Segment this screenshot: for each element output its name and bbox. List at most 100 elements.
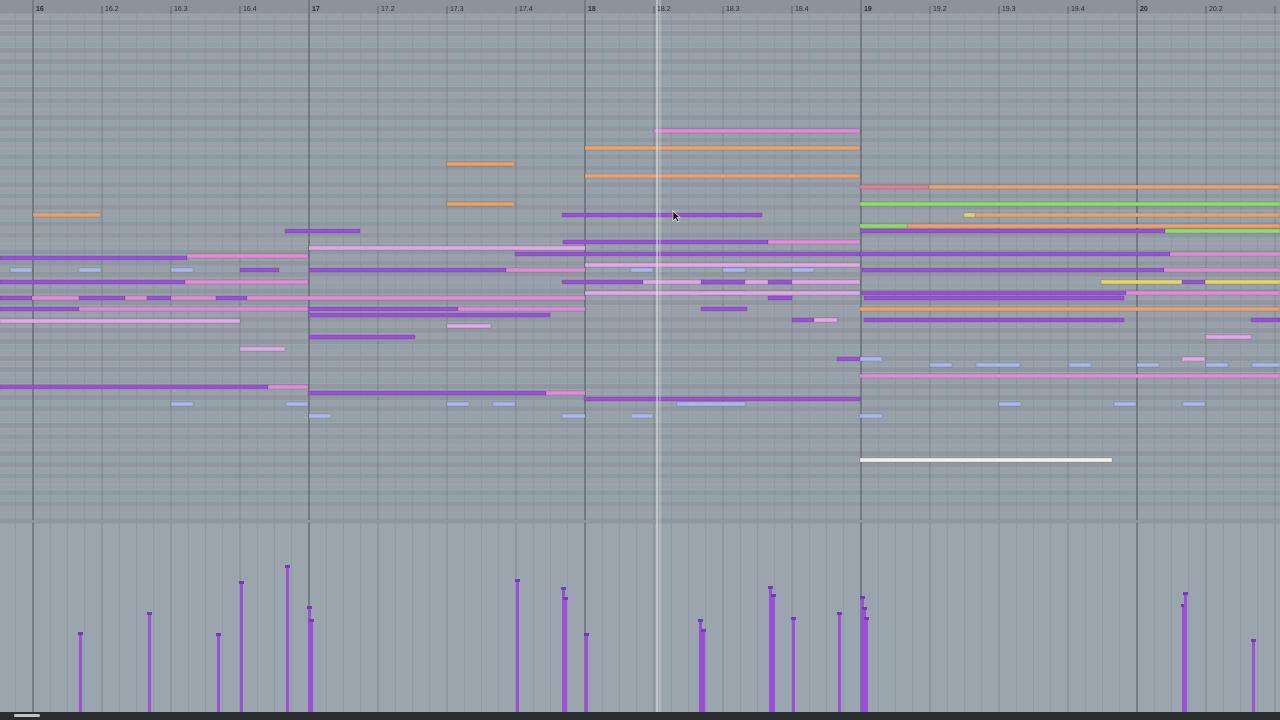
midi-note[interactable] bbox=[791, 317, 815, 323]
midi-note[interactable] bbox=[1204, 279, 1280, 285]
midi-note[interactable] bbox=[767, 239, 861, 245]
midi-note[interactable] bbox=[446, 323, 492, 329]
midi-note[interactable] bbox=[998, 401, 1022, 407]
midi-note[interactable] bbox=[457, 306, 586, 312]
midi-note[interactable] bbox=[906, 223, 1280, 229]
midi-note[interactable] bbox=[446, 161, 516, 167]
midi-note[interactable] bbox=[124, 295, 148, 301]
velocity-stem[interactable] bbox=[79, 633, 82, 712]
midi-note[interactable] bbox=[492, 401, 516, 407]
velocity-stem[interactable] bbox=[564, 598, 567, 712]
midi-note[interactable] bbox=[561, 279, 644, 285]
scroll-thumb[interactable] bbox=[14, 714, 40, 717]
midi-note[interactable] bbox=[642, 279, 861, 285]
velocity-handle[interactable] bbox=[701, 629, 706, 632]
velocity-handle[interactable] bbox=[584, 633, 589, 636]
midi-note[interactable] bbox=[859, 251, 1171, 257]
midi-note[interactable] bbox=[584, 290, 861, 296]
midi-note[interactable] bbox=[284, 228, 361, 234]
midi-note[interactable] bbox=[561, 212, 763, 218]
velocity-handle[interactable] bbox=[309, 619, 314, 622]
midi-note[interactable] bbox=[285, 401, 309, 407]
velocity-lane[interactable] bbox=[0, 523, 1280, 712]
midi-note[interactable] bbox=[308, 267, 507, 273]
midi-note[interactable] bbox=[246, 295, 586, 301]
velocity-stem[interactable] bbox=[585, 634, 588, 712]
midi-note[interactable] bbox=[78, 306, 309, 312]
midi-note[interactable] bbox=[584, 262, 861, 268]
midi-note[interactable] bbox=[653, 128, 861, 134]
velocity-stem[interactable] bbox=[308, 607, 311, 712]
midi-note[interactable] bbox=[215, 295, 248, 301]
midi-note[interactable] bbox=[863, 295, 1125, 301]
midi-note[interactable] bbox=[0, 295, 33, 301]
midi-note[interactable] bbox=[78, 295, 126, 301]
midi-note[interactable] bbox=[1163, 267, 1280, 273]
midi-note[interactable] bbox=[170, 401, 194, 407]
midi-note[interactable] bbox=[239, 267, 280, 273]
midi-note[interactable] bbox=[146, 295, 172, 301]
velocity-stem[interactable] bbox=[702, 630, 705, 712]
scrollbar[interactable] bbox=[0, 712, 1280, 720]
velocity-stem[interactable] bbox=[1184, 593, 1187, 712]
midi-note[interactable] bbox=[78, 267, 102, 273]
midi-note[interactable] bbox=[1205, 334, 1252, 340]
midi-note[interactable] bbox=[859, 413, 883, 419]
velocity-stem[interactable] bbox=[772, 595, 775, 712]
velocity-stem[interactable] bbox=[1252, 640, 1255, 712]
velocity-stem[interactable] bbox=[148, 613, 151, 712]
midi-note[interactable] bbox=[963, 212, 976, 218]
midi-note[interactable] bbox=[0, 279, 186, 285]
ruler[interactable] bbox=[0, 0, 1280, 14]
midi-note[interactable] bbox=[676, 401, 746, 407]
velocity-stem[interactable] bbox=[240, 582, 243, 712]
midi-note[interactable] bbox=[583, 396, 861, 402]
velocity-stem[interactable] bbox=[769, 587, 772, 712]
velocity-handle[interactable] bbox=[1181, 604, 1186, 607]
velocity-handle[interactable] bbox=[239, 581, 244, 584]
midi-note[interactable] bbox=[308, 334, 416, 340]
velocity-handle[interactable] bbox=[791, 617, 796, 620]
velocity-stem[interactable] bbox=[865, 618, 868, 712]
velocity-handle[interactable] bbox=[1183, 592, 1188, 595]
midi-note[interactable] bbox=[307, 312, 551, 318]
midi-note[interactable] bbox=[1181, 356, 1206, 362]
midi-note[interactable] bbox=[1068, 362, 1092, 368]
velocity-handle[interactable] bbox=[216, 633, 221, 636]
velocity-handle[interactable] bbox=[1251, 639, 1256, 642]
midi-note[interactable] bbox=[0, 306, 80, 312]
midi-note[interactable] bbox=[1164, 228, 1280, 234]
midi-note[interactable] bbox=[267, 384, 309, 390]
midi-note[interactable] bbox=[861, 290, 1127, 296]
velocity-handle[interactable] bbox=[698, 619, 703, 622]
midi-note[interactable] bbox=[1251, 362, 1280, 368]
midi-note[interactable] bbox=[813, 317, 838, 323]
midi-note[interactable] bbox=[859, 228, 1166, 234]
midi-note[interactable] bbox=[700, 306, 748, 312]
midi-note[interactable] bbox=[1136, 362, 1160, 368]
midi-note[interactable] bbox=[1205, 362, 1229, 368]
midi-note[interactable] bbox=[767, 279, 793, 285]
midi-note[interactable] bbox=[32, 212, 102, 218]
midi-note[interactable] bbox=[186, 253, 309, 259]
midi-note[interactable] bbox=[446, 201, 516, 207]
velocity-handle[interactable] bbox=[860, 596, 865, 599]
velocity-stem[interactable] bbox=[1182, 605, 1185, 712]
midi-note[interactable] bbox=[184, 279, 309, 285]
velocity-handle[interactable] bbox=[78, 632, 83, 635]
midi-note[interactable] bbox=[308, 245, 586, 251]
midi-note[interactable] bbox=[0, 255, 188, 261]
velocity-stem[interactable] bbox=[792, 618, 795, 712]
midi-note[interactable] bbox=[767, 295, 793, 301]
midi-note[interactable] bbox=[562, 239, 769, 245]
midi-note[interactable] bbox=[1182, 401, 1206, 407]
velocity-handle[interactable] bbox=[563, 597, 568, 600]
midi-note[interactable] bbox=[630, 413, 654, 419]
velocity-handle[interactable] bbox=[515, 579, 520, 582]
velocity-stem[interactable] bbox=[863, 608, 866, 712]
midi-note[interactable] bbox=[859, 184, 930, 190]
midi-note[interactable] bbox=[446, 401, 470, 407]
midi-note[interactable] bbox=[505, 267, 586, 273]
midi-note[interactable] bbox=[863, 317, 1125, 323]
velocity-handle[interactable] bbox=[862, 607, 867, 610]
